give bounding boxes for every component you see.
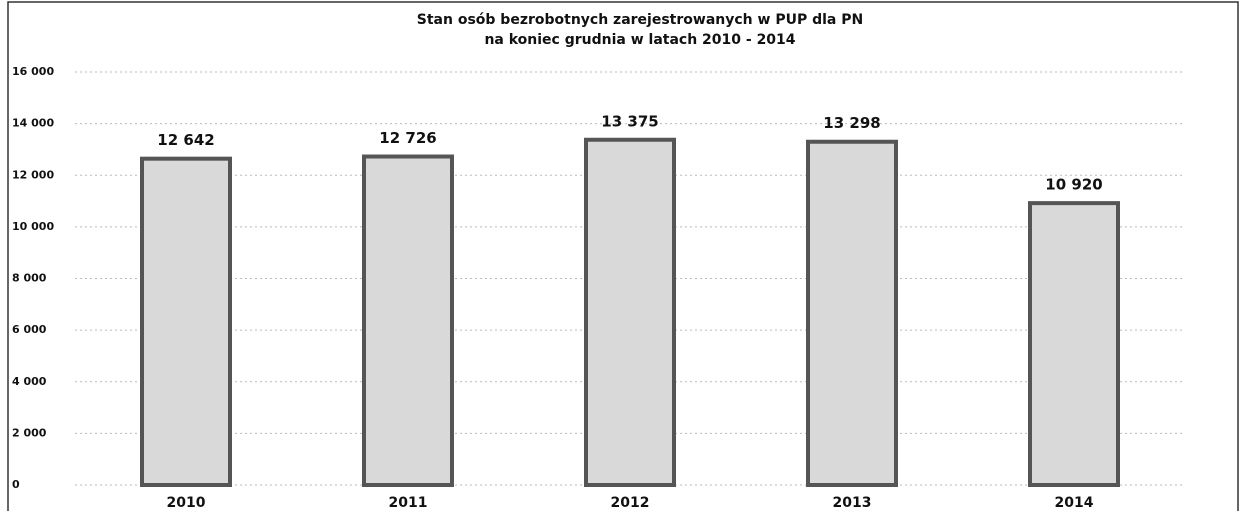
chart-frame — [7, 1, 1239, 511]
chart-title: Stan osób bezrobotnych zarejestrowanych … — [417, 12, 863, 28]
value-label: 13 375 — [601, 112, 658, 130]
bar — [1028, 201, 1120, 487]
y-tick-label: 10 000 — [12, 220, 54, 233]
x-tick-label: 2010 — [167, 495, 206, 511]
bar — [140, 156, 232, 487]
x-tick-label: 2012 — [611, 495, 650, 511]
bar — [584, 137, 676, 487]
bar — [362, 154, 454, 487]
y-tick-label: 2 000 — [12, 426, 47, 439]
x-tick-label: 2011 — [389, 495, 428, 511]
y-tick-label: 8 000 — [12, 272, 47, 285]
bar — [806, 139, 898, 488]
y-tick-label: 16 000 — [12, 65, 54, 78]
y-tick-label: 4 000 — [12, 375, 47, 388]
y-tick-label: 0 — [12, 478, 20, 491]
y-tick-label: 14 000 — [12, 117, 54, 130]
value-label: 12 726 — [379, 129, 436, 147]
y-tick-label: 12 000 — [12, 168, 54, 181]
chart-title: na koniec grudnia w latach 2010 - 2014 — [484, 32, 795, 48]
value-label: 12 642 — [157, 131, 214, 149]
value-label: 13 298 — [823, 114, 880, 132]
value-label: 10 920 — [1045, 176, 1102, 194]
y-tick-label: 6 000 — [12, 323, 47, 336]
x-tick-label: 2014 — [1055, 495, 1094, 511]
x-tick-label: 2013 — [833, 495, 872, 511]
